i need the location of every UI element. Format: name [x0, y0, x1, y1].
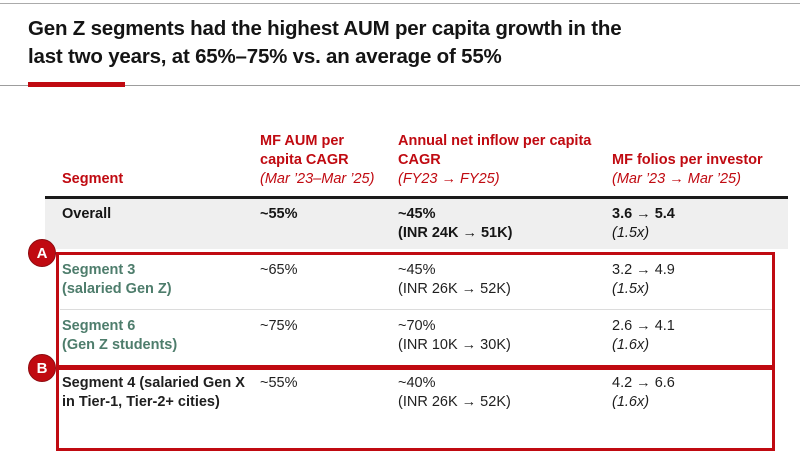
aum-cagr-value: ~55%	[260, 375, 298, 391]
net-inflow-cagr: ~70%	[398, 318, 436, 334]
folios-change: 4.2 → 6.6	[612, 375, 675, 391]
net-inflow-amounts: (INR 26K → 52K)	[398, 281, 511, 297]
folios-change: 3.6 → 5.4	[612, 206, 675, 222]
segment-name-line1: Segment 6	[62, 318, 136, 334]
table-row-overall: Overall ~55% ~45% (INR 24K → 51K) 3.6 → …	[62, 205, 774, 243]
folios-value: 4.2 → 6.6 (1.6x)	[612, 374, 774, 412]
header-folios: MF folios per investor (Mar ’23 → Mar ’2…	[612, 151, 774, 194]
header-net-inflow: Annual net inflow per capita CAGR (FY23 …	[398, 132, 612, 194]
segment-name-line2: (salaried Gen Z)	[62, 281, 172, 297]
header-segment: Segment	[62, 170, 260, 194]
table-row-segment4: Segment 4 (salaried Gen X in Tier-1, Tie…	[62, 374, 774, 412]
folios-change: 3.2 → 4.9	[612, 262, 675, 278]
net-inflow-cagr: ~45%	[398, 206, 436, 222]
aum-cagr-value: ~65%	[260, 262, 298, 278]
header-aum-cagr-label: MF AUM per capita CAGR	[260, 133, 349, 168]
badge-b: B	[28, 354, 56, 382]
header-aum-cagr-period: (Mar ’23–Mar ’25)	[260, 171, 375, 187]
header-segment-label: Segment	[62, 171, 124, 187]
table-header-row: Segment MF AUM per capita CAGR (Mar ’23–…	[62, 100, 774, 194]
header-net-inflow-period: (FY23 → FY25)	[398, 171, 500, 187]
page-title-line1: Gen Z segments had the highest AUM per c…	[28, 17, 622, 40]
segment-name: Segment 6 (Gen Z students)	[62, 317, 260, 355]
net-inflow-value: ~45% (INR 26K → 52K)	[398, 261, 612, 299]
net-inflow-amounts: (INR 24K → 51K)	[398, 225, 513, 241]
highlight-box-genx	[56, 367, 775, 451]
folios-value: 3.6 → 5.4 (1.5x)	[612, 205, 774, 243]
table-row-segment3: Segment 3 (salaried Gen Z) ~65% ~45% (IN…	[62, 261, 774, 299]
header-aum-cagr: MF AUM per capita CAGR (Mar ’23–Mar ’25)	[260, 132, 398, 194]
title-divider	[0, 85, 800, 86]
folios-change: 2.6 → 4.1	[612, 318, 675, 334]
net-inflow-value: ~45% (INR 24K → 51K)	[398, 205, 612, 243]
page-title-line2: last two years, at 65%–75% vs. an averag…	[28, 45, 502, 68]
header-folios-period: (Mar ’23 → Mar ’25)	[612, 171, 741, 187]
net-inflow-amounts: (INR 10K → 30K)	[398, 337, 511, 353]
folios-value: 2.6 → 4.1 (1.6x)	[612, 317, 774, 355]
net-inflow-cagr: ~45%	[398, 262, 436, 278]
segment-row-divider	[60, 309, 772, 310]
segment-name-line1: Segment 3	[62, 262, 136, 278]
highlight-box-genz	[56, 252, 775, 368]
folios-multiple: (1.5x)	[612, 281, 650, 297]
net-inflow-amounts: (INR 26K → 52K)	[398, 394, 511, 410]
header-underline	[45, 196, 788, 199]
folios-multiple: (1.5x)	[612, 225, 650, 241]
net-inflow-value: ~70% (INR 10K → 30K)	[398, 317, 612, 355]
header-folios-label: MF folios per investor	[612, 152, 763, 168]
aum-cagr-value: ~55%	[260, 206, 298, 222]
segment-name: Segment 3 (salaried Gen Z)	[62, 261, 260, 299]
header-net-inflow-label: Annual net inflow per capita CAGR	[398, 133, 592, 168]
badge-a: A	[28, 239, 56, 267]
folios-multiple: (1.6x)	[612, 394, 650, 410]
page-title: Gen Z segments had the highest AUM per c…	[28, 15, 778, 71]
segment-name: Overall	[62, 206, 112, 222]
folios-multiple: (1.6x)	[612, 337, 650, 353]
title-accent-bar	[28, 82, 125, 87]
aum-cagr-value: ~75%	[260, 318, 298, 334]
overall-row-background	[45, 199, 788, 249]
table-row-segment6: Segment 6 (Gen Z students) ~75% ~70% (IN…	[62, 317, 774, 355]
net-inflow-cagr: ~40%	[398, 375, 436, 391]
top-divider	[0, 3, 800, 4]
segment-name: Segment 4 (salaried Gen X in Tier-1, Tie…	[62, 375, 245, 410]
segment-name-line2: (Gen Z students)	[62, 337, 178, 353]
folios-value: 3.2 → 4.9 (1.5x)	[612, 261, 774, 299]
net-inflow-value: ~40% (INR 26K → 52K)	[398, 374, 612, 412]
